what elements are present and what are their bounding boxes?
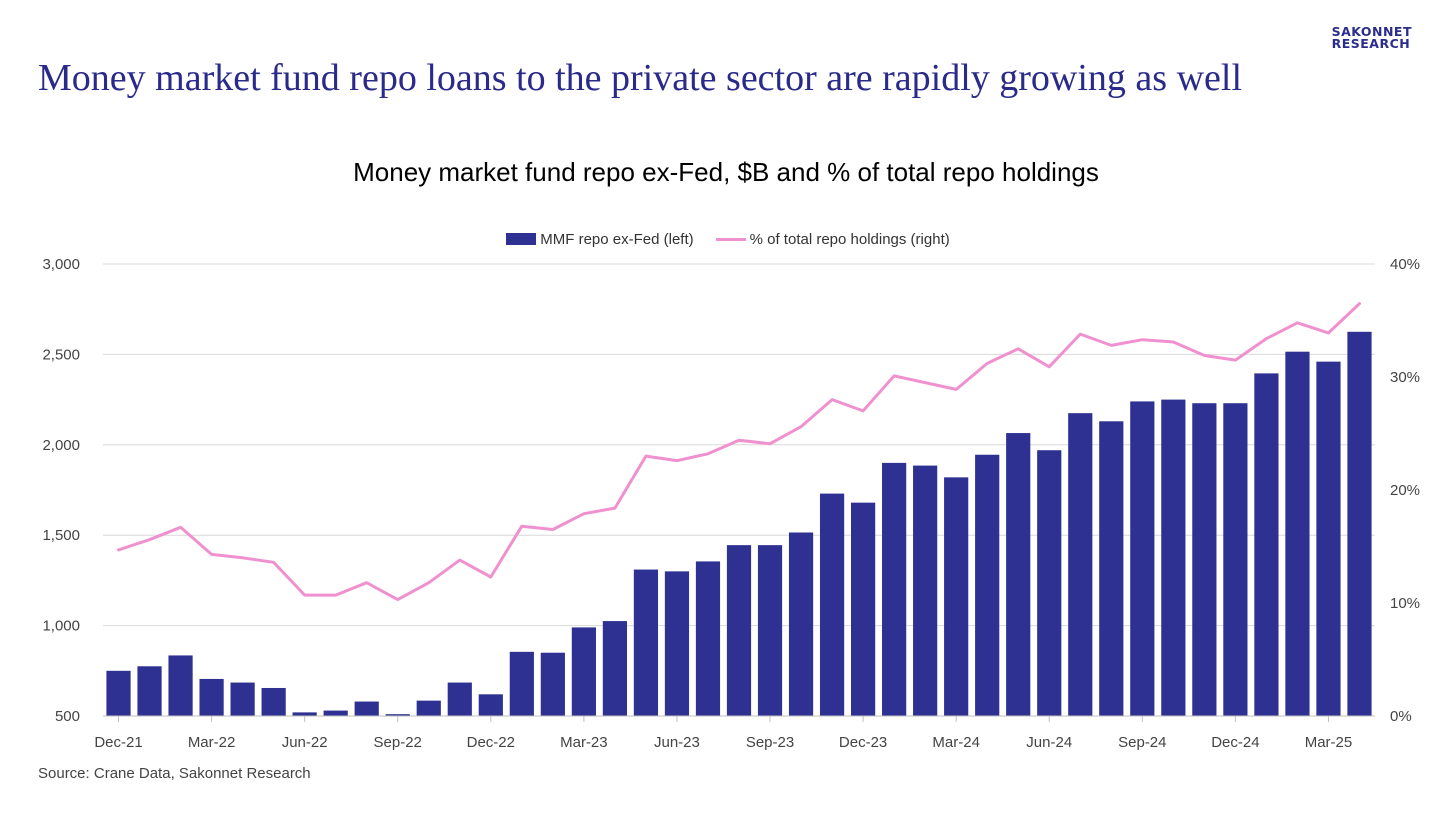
bar xyxy=(1006,433,1031,716)
bar xyxy=(1223,403,1248,716)
y-left-tick-label: 1,500 xyxy=(42,527,80,544)
bar xyxy=(1316,361,1341,716)
bar xyxy=(633,569,659,716)
bar xyxy=(913,465,938,716)
bar xyxy=(230,682,255,716)
bar xyxy=(416,700,441,716)
x-tick-label: Jun-24 xyxy=(1026,734,1072,751)
bar xyxy=(788,532,814,716)
bar xyxy=(261,687,286,716)
source-note: Source: Crane Data, Sakonnet Research xyxy=(38,765,311,782)
bar xyxy=(602,621,628,716)
x-tick-label: Dec-24 xyxy=(1211,734,1259,751)
bar xyxy=(819,493,845,716)
bar xyxy=(882,462,907,716)
x-tick-label: Sep-24 xyxy=(1118,734,1166,751)
x-tick-label: Mar-23 xyxy=(560,734,608,751)
x-tick-label: Jun-22 xyxy=(282,734,328,751)
bar xyxy=(1130,401,1155,716)
bar xyxy=(478,694,503,716)
bar xyxy=(540,652,565,716)
y-right-tick-label: 0% xyxy=(1390,708,1412,725)
line-series xyxy=(117,302,1361,602)
legend-swatch-line xyxy=(715,237,746,241)
x-tick-label: Mar-24 xyxy=(932,734,980,751)
bar xyxy=(1037,450,1062,716)
sakonnet-research-logo: SAKONNET RESEARCH xyxy=(1331,24,1412,51)
legend-label-line: % of total repo holdings (right) xyxy=(749,230,950,248)
page-headline: Money market fund repo loans to the priv… xyxy=(38,57,1243,99)
bar xyxy=(447,682,472,716)
x-tick-label: Dec-21 xyxy=(94,734,142,751)
legend-label-bars: MMF repo ex-Fed (left) xyxy=(540,230,694,248)
bar-series xyxy=(106,331,1372,716)
y-left-tick-label: 1,000 xyxy=(42,618,80,635)
bar xyxy=(1347,331,1372,716)
axes: 500 1,000 1,500 2,000 2,500 3,000 0% 10% 20% 30% 4… xyxy=(42,256,1420,751)
x-tick-label: Sep-22 xyxy=(374,734,422,751)
y-right-tick-label: 40% xyxy=(1390,256,1420,273)
bar xyxy=(944,477,969,716)
logo-line-1: SAKONNET xyxy=(1331,24,1412,39)
bar xyxy=(1068,413,1093,716)
x-tick-label: Dec-23 xyxy=(839,734,887,751)
x-tick-label: Mar-22 xyxy=(188,734,236,751)
y-left-tick-label: 3,000 xyxy=(42,256,80,273)
chart-legend: MMF repo ex-Fed (left) % of total repo h… xyxy=(0,229,1456,249)
legend-item-bars: MMF repo ex-Fed (left) xyxy=(506,230,694,248)
bar xyxy=(1192,403,1217,716)
x-tick-label: Jun-23 xyxy=(654,734,700,751)
y-left-tick-label: 500 xyxy=(55,708,80,725)
x-tick-label: Mar-25 xyxy=(1305,734,1353,751)
bar xyxy=(199,678,224,716)
bar xyxy=(757,545,783,716)
y-right-tick-label: 10% xyxy=(1390,595,1420,612)
bar xyxy=(1285,351,1310,716)
y-right-tick-label: 30% xyxy=(1390,369,1420,386)
bar xyxy=(354,701,379,716)
chart-title: Money market fund repo ex-Fed, $B and % … xyxy=(353,157,1099,187)
x-tick-label: Sep-23 xyxy=(746,734,794,751)
bar xyxy=(571,627,596,716)
bar xyxy=(323,710,348,716)
bar xyxy=(975,454,1000,716)
bar xyxy=(509,651,534,716)
bar xyxy=(1161,399,1186,716)
bar xyxy=(1099,421,1124,716)
bar xyxy=(850,502,876,716)
bar xyxy=(137,666,162,716)
legend-swatch-bar xyxy=(506,233,537,245)
bar xyxy=(1254,373,1279,716)
bar xyxy=(385,714,410,716)
bar xyxy=(292,712,317,716)
legend-item-line: % of total repo holdings (right) xyxy=(715,230,950,248)
bar xyxy=(106,670,131,716)
logo-line-2: RESEARCH xyxy=(1331,36,1411,51)
bar xyxy=(726,545,752,716)
bar xyxy=(695,561,721,716)
bar xyxy=(168,655,193,716)
y-left-tick-label: 2,500 xyxy=(42,346,80,363)
bar xyxy=(664,571,690,716)
y-left-tick-label: 2,000 xyxy=(42,437,80,454)
y-right-tick-label: 20% xyxy=(1390,482,1420,499)
series-line xyxy=(117,302,1361,602)
x-tick-label: Dec-22 xyxy=(467,734,515,751)
